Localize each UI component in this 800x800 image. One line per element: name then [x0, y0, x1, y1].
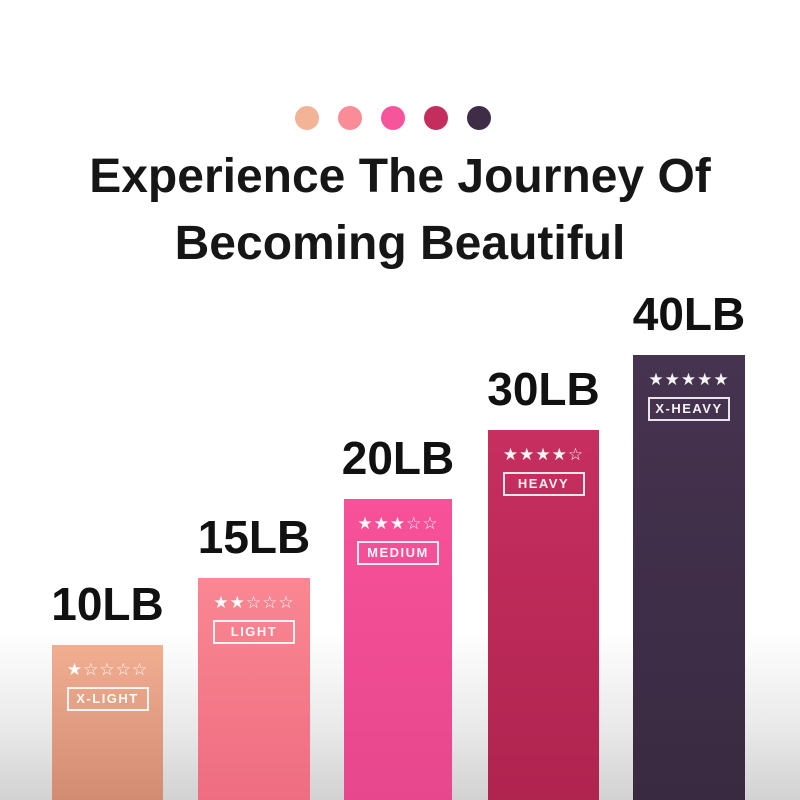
- band-category-badge: MEDIUM: [357, 541, 439, 565]
- headline-line2: Becoming Beautiful: [174, 217, 626, 270]
- bar-weight-label: 15LB: [197, 511, 311, 563]
- band-category-badge: X-HEAVY: [648, 397, 730, 421]
- headline: Experience The Journey Of Becoming Beaut…: [0, 143, 800, 277]
- palette-dot-light-icon: [338, 106, 362, 130]
- palette-dot-x-light-icon: [295, 106, 319, 130]
- star-rating-icons: ★★☆☆☆: [213, 593, 295, 612]
- palette-dot-medium-icon: [381, 106, 405, 130]
- bar-weight-label: 40LB: [632, 288, 746, 340]
- star-rating-icons: ★☆☆☆☆: [66, 660, 149, 679]
- bar-weight-label: 30LB: [487, 363, 600, 415]
- palette-dot-x-heavy-icon: [467, 106, 491, 130]
- bar-weight-label: 20LB: [341, 432, 455, 484]
- star-rating-icons: ★★★★★: [648, 370, 730, 389]
- palette-dot-heavy-icon: [424, 106, 448, 130]
- bar-weight-label: 10LB: [51, 578, 164, 630]
- band-bar-light: 15LB ★★☆☆☆ LIGHT: [198, 511, 310, 800]
- band-bar-medium: 20LB ★★★☆☆ MEDIUM: [342, 432, 454, 800]
- star-rating-icons: ★★★☆☆: [357, 514, 439, 533]
- band-bar-heavy: 30LB ★★★★☆ HEAVY: [487, 363, 600, 800]
- band-category-badge: X-LIGHT: [66, 687, 149, 711]
- band-bar-x-light: 10LB ★☆☆☆☆ X-LIGHT: [51, 578, 164, 800]
- star-rating-icons: ★★★★☆: [502, 445, 585, 464]
- band-category-badge: LIGHT: [213, 620, 295, 644]
- headline-line1: Experience The Journey Of: [89, 150, 711, 203]
- band-category-badge: HEAVY: [502, 472, 585, 496]
- band-bar-x-heavy: 40LB ★★★★★ X-HEAVY: [633, 288, 745, 800]
- color-palette-dots: [295, 106, 491, 130]
